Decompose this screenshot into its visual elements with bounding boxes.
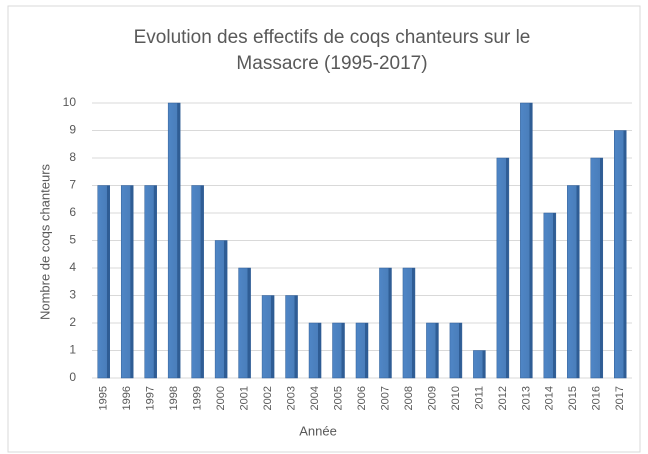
bar xyxy=(614,130,627,379)
bar xyxy=(590,157,604,379)
bar xyxy=(449,322,463,379)
x-tick-label: 1998 xyxy=(168,386,180,410)
x-tick-label: 2006 xyxy=(356,386,368,410)
bar xyxy=(261,295,275,379)
x-tick-label: 1995 xyxy=(98,386,110,410)
x-axis-title: Année xyxy=(299,423,337,438)
chart-title: Massacre (1995-2017) xyxy=(236,53,427,74)
bar xyxy=(144,185,157,379)
bar xyxy=(308,322,322,379)
x-tick-label: 2001 xyxy=(239,386,251,410)
x-tick-label: 2011 xyxy=(473,386,485,410)
x-tick-label: 2010 xyxy=(450,386,462,410)
bar xyxy=(355,322,369,379)
x-tick-label: 2007 xyxy=(379,386,391,410)
x-tick-label: 2015 xyxy=(567,386,579,410)
x-tick-label: 2017 xyxy=(614,386,626,410)
bar xyxy=(473,350,486,379)
bar xyxy=(496,157,510,379)
x-tick-label: 1996 xyxy=(121,386,133,410)
x-tick-label: 2016 xyxy=(591,386,603,410)
x-tick-label: 2014 xyxy=(544,386,556,410)
x-tick-label: 2003 xyxy=(285,386,297,410)
bar xyxy=(332,322,345,379)
bar xyxy=(426,322,439,379)
y-tick-label: 8 xyxy=(69,150,76,164)
bar xyxy=(120,185,134,379)
y-tick-label: 3 xyxy=(69,288,76,302)
bar xyxy=(520,102,533,379)
x-tick-label: 2004 xyxy=(309,386,321,410)
x-tick-label: 2012 xyxy=(497,386,509,410)
bar xyxy=(402,267,416,379)
bar xyxy=(97,185,110,379)
y-tick-label: 2 xyxy=(69,315,76,329)
y-tick-label: 4 xyxy=(69,260,76,274)
y-axis-title: Nombre de coqs chanteurs xyxy=(37,163,52,320)
y-tick-label: 9 xyxy=(69,123,76,137)
x-tick-label: 2005 xyxy=(332,386,344,410)
bar xyxy=(543,212,557,379)
bar xyxy=(567,185,580,379)
bar xyxy=(285,295,298,379)
x-tick-label: 2008 xyxy=(403,386,415,410)
y-tick-label: 10 xyxy=(63,95,77,109)
bar xyxy=(238,267,251,379)
x-tick-label: 1999 xyxy=(192,386,204,410)
x-tick-label: 2009 xyxy=(426,386,438,410)
x-tick-label: 2000 xyxy=(215,386,227,410)
bar xyxy=(167,102,181,379)
x-tick-label: 2013 xyxy=(520,386,532,410)
chart-title: Evolution des effectifs de coqs chanteur… xyxy=(134,27,531,48)
x-tick-label: 1997 xyxy=(145,386,157,410)
y-tick-label: 1 xyxy=(69,343,76,357)
y-tick-label: 0 xyxy=(69,370,76,384)
x-tick-label: 2002 xyxy=(262,386,274,410)
bar xyxy=(191,185,204,379)
y-tick-label: 6 xyxy=(69,205,76,219)
y-tick-label: 7 xyxy=(69,178,76,192)
bar xyxy=(379,267,392,379)
y-tick-label: 5 xyxy=(69,233,76,247)
bar xyxy=(214,240,228,379)
